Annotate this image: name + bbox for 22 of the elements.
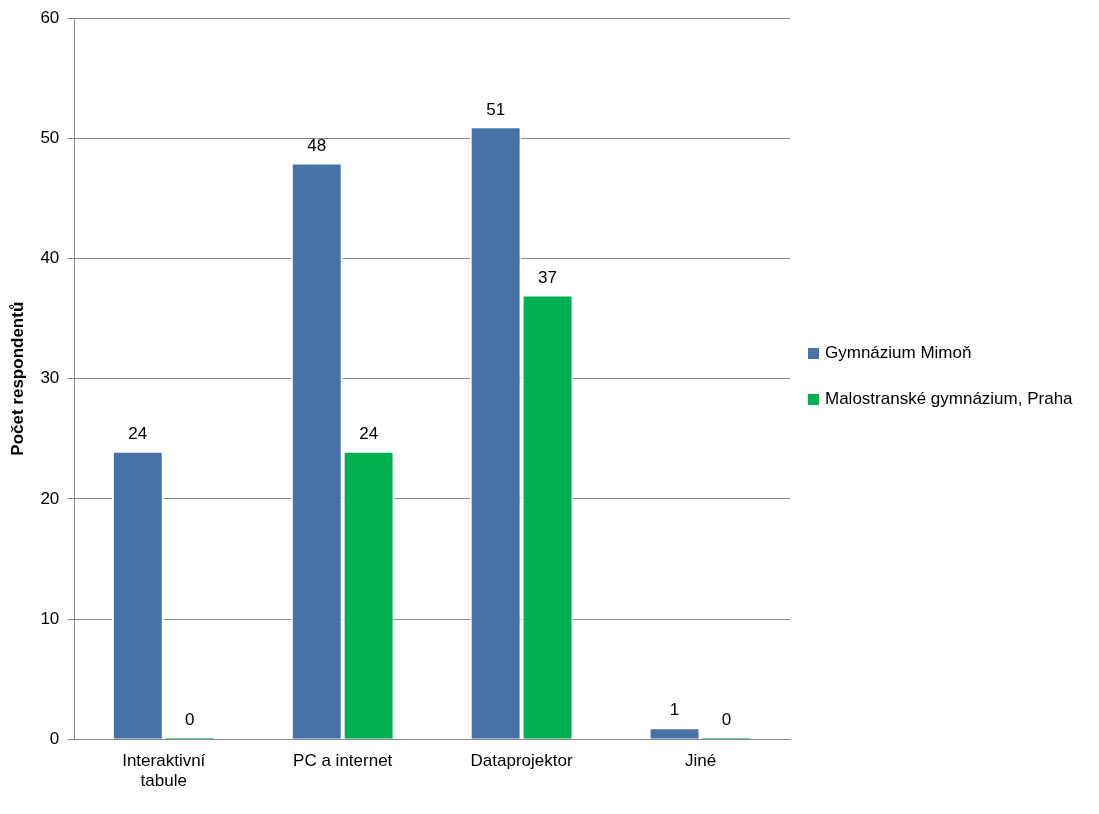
y-tick-label: 0	[49, 728, 60, 748]
data-label: 48	[307, 135, 327, 155]
legend-label: Malostranské gymnázium, Praha	[825, 388, 1073, 410]
y-axis-title: Počet respondentů	[7, 301, 27, 456]
data-label: 1	[669, 700, 680, 720]
x-tick-label: Jiné	[684, 751, 717, 771]
x-tick-label: Interaktivní tabule	[122, 751, 206, 791]
data-label: 24	[128, 423, 148, 443]
y-tick-label: 30	[40, 368, 60, 388]
x-tick-label: PC a internet	[293, 751, 393, 771]
legend-label: Gymnázium Mimoň	[825, 342, 972, 364]
data-label: 51	[486, 99, 506, 119]
x-tick-label: Dataprojektor	[470, 751, 573, 771]
data-label: 37	[538, 267, 558, 287]
y-tick-label: 50	[40, 128, 60, 148]
y-tick-label: 10	[40, 608, 60, 628]
y-tick-label: 20	[40, 488, 60, 508]
data-label: 0	[184, 710, 195, 730]
y-tick-label: 40	[40, 248, 60, 268]
data-label: 24	[359, 423, 379, 443]
data-label: 0	[721, 710, 732, 730]
y-tick-label: 60	[40, 7, 60, 27]
